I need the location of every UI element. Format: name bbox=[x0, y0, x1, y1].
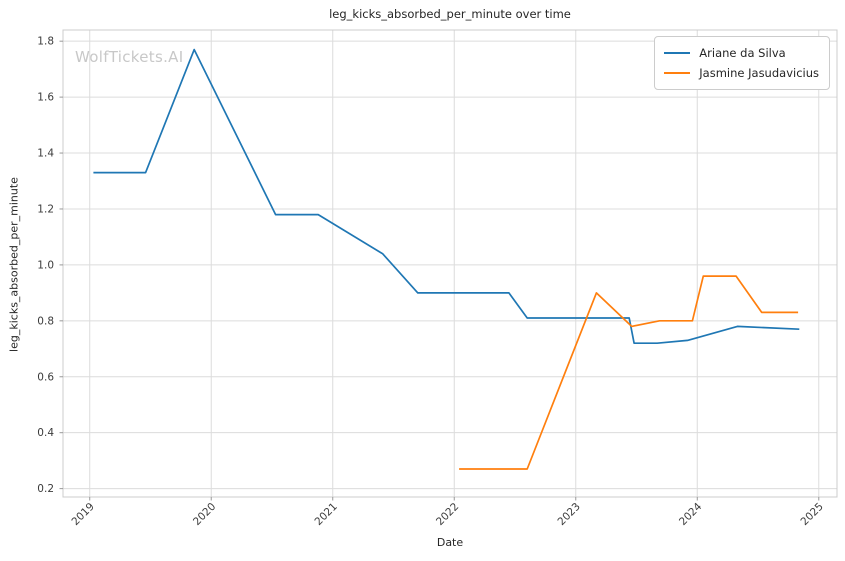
y-tick-label: 1.0 bbox=[37, 259, 54, 271]
legend-item: Ariane da Silva bbox=[664, 43, 819, 63]
x-tick-label: 2019 bbox=[69, 501, 96, 528]
y-tick-label: 1.2 bbox=[37, 203, 54, 215]
legend-line-swatch bbox=[664, 72, 691, 74]
x-tick-label: 2024 bbox=[677, 500, 705, 528]
tick-marks bbox=[59, 40, 820, 501]
x-tick-label: 2023 bbox=[555, 501, 582, 528]
y-axis-label: leg_kicks_absorbed_per_minute bbox=[7, 177, 21, 352]
watermark: WolfTickets.AI bbox=[75, 48, 184, 66]
y-tick-label: 0.4 bbox=[37, 427, 54, 439]
gridlines bbox=[63, 30, 837, 497]
y-tick-label: 1.8 bbox=[37, 36, 54, 48]
x-axis-label: Date bbox=[436, 536, 464, 549]
y-tick-label: 1.4 bbox=[37, 148, 54, 160]
legend-label: Jasmine Jasudavicius bbox=[699, 66, 819, 80]
chart-title: leg_kicks_absorbed_per_minute over time bbox=[329, 7, 571, 21]
legend-label: Ariane da Silva bbox=[699, 46, 786, 60]
tick-labels: 2019 2020 2021 2022 2023 2024 2025 0.2 0.4 0.6 0.8… bbox=[37, 36, 826, 528]
legend-item: Jasmine Jasudavicius bbox=[664, 63, 819, 83]
legend-line-swatch bbox=[664, 52, 691, 54]
x-tick-label: 2022 bbox=[434, 501, 461, 528]
y-tick-label: 0.6 bbox=[37, 371, 54, 383]
x-tick-label: 2025 bbox=[799, 501, 826, 528]
x-tick-label: 2021 bbox=[312, 501, 339, 528]
x-tick-label: 2020 bbox=[191, 501, 218, 528]
y-tick-label: 0.8 bbox=[37, 315, 54, 327]
y-tick-label: 1.6 bbox=[37, 92, 54, 104]
y-tick-label: 0.2 bbox=[37, 483, 54, 495]
series-line-ariane-da-silva bbox=[93, 48, 800, 345]
legend: Ariane da Silva Jasmine Jasudavicius bbox=[654, 36, 830, 90]
plot-border bbox=[62, 29, 838, 498]
series-line-jasmine-jasudavicius bbox=[459, 275, 799, 470]
